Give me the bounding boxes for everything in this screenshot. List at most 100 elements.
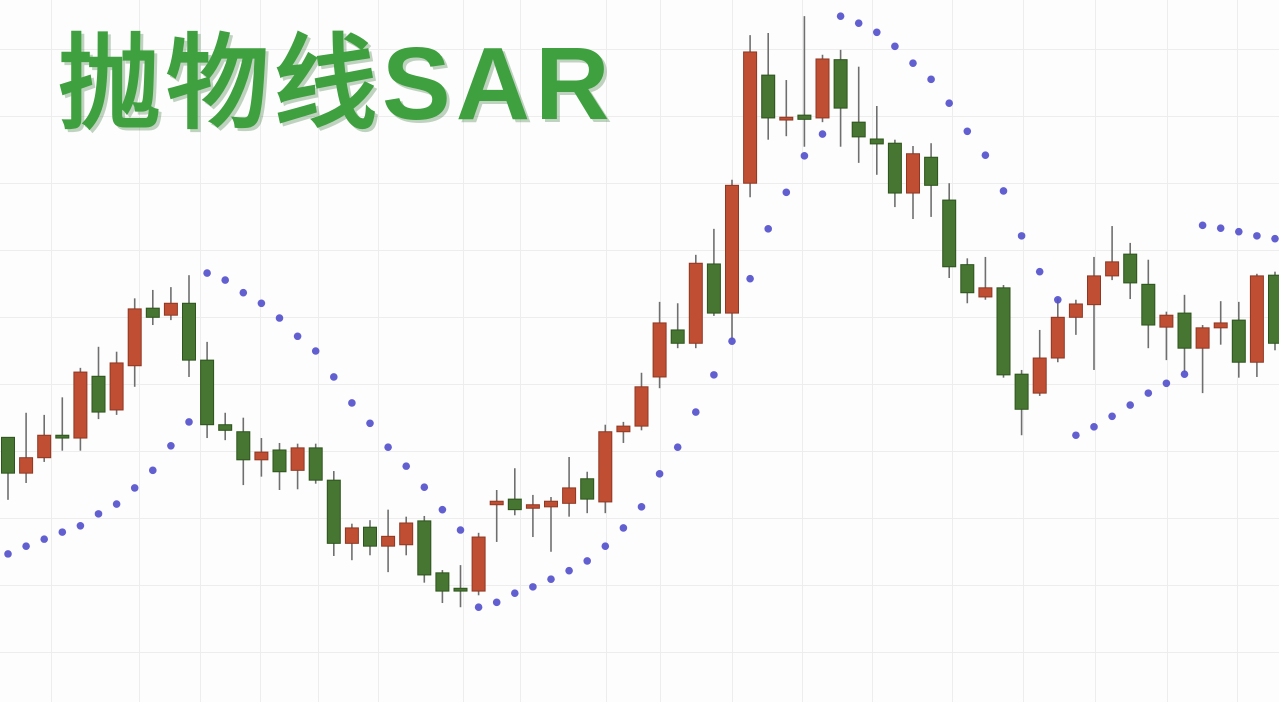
candle-up [1159,314,1174,328]
candle-up [37,434,52,459]
candle-down [1141,283,1156,326]
sar-dot [94,510,103,518]
sar-dot [728,337,736,345]
candle-down [145,307,160,318]
candle-up [399,522,414,546]
sar-dot [149,466,157,475]
sar-dot [583,557,591,565]
candle-down [1123,253,1138,284]
sar-dot [58,528,67,536]
candle-down [326,479,341,544]
candle-down [417,520,432,576]
sar-dot [927,75,935,84]
sar-dot [746,274,754,283]
candle-down [1,436,15,474]
candle-up [779,116,794,121]
sar-dot [1108,412,1116,421]
candle-down [507,498,522,511]
sar-dot [438,505,447,514]
sar-dot [384,443,392,451]
sar-dot [601,542,610,550]
sar-dot [873,28,881,37]
candle-up [598,431,613,503]
sar-dot [1198,221,1207,230]
candle-up [725,184,739,314]
candle-up [1249,275,1264,363]
candle-down [1177,312,1192,349]
candle-down [761,74,776,119]
sar-dot [239,288,248,297]
candle-down [670,329,685,344]
sar-dot [167,441,175,450]
sar-dot [311,347,320,355]
sar-dot [945,99,953,107]
candle-up [344,527,359,544]
sar-dot [1017,232,1026,240]
candle-down [1231,319,1246,363]
sar-dot [710,371,718,379]
sar-dot [764,225,772,233]
candle-down [363,526,377,547]
sar-dot [655,470,664,478]
sar-dot [818,130,827,138]
candle-up [1195,327,1210,349]
sar-dot [547,575,555,583]
candle-down [272,449,287,473]
candle-up [544,500,558,508]
candle-down [924,156,939,186]
sar-dot [456,526,465,534]
sar-dot [836,12,845,20]
candle-up [634,386,649,427]
candle-up [978,287,993,298]
candle-down [200,359,215,426]
candle-down [435,572,450,592]
sar-dot [1035,267,1044,276]
candle-down [236,431,251,461]
sar-dot [1072,431,1080,440]
sar-dot [275,314,284,322]
sar-dot [130,484,139,492]
candle-up [562,487,577,504]
sar-dot [348,399,356,407]
candle-up [1050,316,1065,359]
sar-dot [4,550,12,558]
candle-down [1014,373,1029,410]
sar-dot [1162,379,1171,388]
candle-up [616,425,631,433]
candle-down [55,434,70,439]
sar-dot [221,276,229,284]
sar-dot [366,419,374,428]
candle-up [1032,357,1047,394]
sar-dot [999,187,1008,195]
sar-dot [330,373,338,381]
sar-dot [619,524,628,532]
sar-dot [293,332,302,341]
sar-dot [1180,370,1189,378]
candle-down [960,264,975,294]
candle-up [19,457,34,474]
candle-down [797,114,812,120]
candle-up [489,500,504,506]
sar-dot [963,127,972,136]
candle-down [887,142,902,194]
candle-up [471,536,486,592]
sar-dot [909,59,917,67]
candle-up [815,58,830,119]
candle-up [688,262,703,344]
sar-dot [492,598,501,607]
candle-down [580,478,595,500]
candle-up [163,302,178,316]
sar-dot [420,483,429,491]
sar-dot [185,418,193,426]
candle-down [1268,274,1279,344]
candle-up [1068,303,1083,318]
sar-dot [22,542,30,550]
sar-dot [854,19,863,27]
sar-dot [76,521,85,530]
candle-down [218,424,233,431]
sar-dot [1216,224,1225,232]
sar-dot [692,408,700,416]
sar-dot [1235,227,1243,236]
